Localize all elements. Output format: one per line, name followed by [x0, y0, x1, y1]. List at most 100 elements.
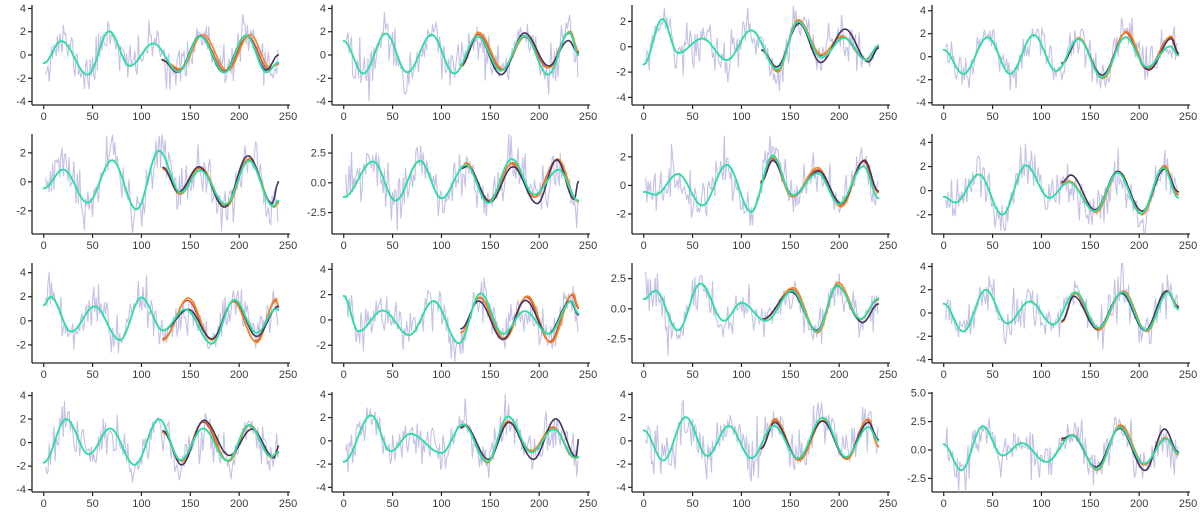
- series-smoothed-signal: [342, 292, 580, 345]
- series-smoothed-signal: [642, 154, 880, 213]
- subplot-r2c1: -2 0 2 0 50 100 150 200 250: [0, 129, 300, 258]
- subplot-r4c2: -4 -2 0 2 4 0 50 100 150 200 250: [300, 387, 600, 516]
- svg-text:150: 150: [1081, 240, 1099, 252]
- svg-text:-2: -2: [916, 331, 926, 343]
- svg-text:2: 2: [320, 26, 326, 38]
- svg-text:150: 150: [781, 240, 799, 252]
- series-smoothed-signal: [642, 282, 880, 333]
- svg-text:0: 0: [20, 176, 26, 188]
- svg-text:150: 150: [481, 369, 499, 381]
- svg-text:4: 4: [20, 390, 26, 402]
- plot-canvas-r1c1: -4 -2 0 2 4 0 50 100 150 200 250: [16, 3, 297, 123]
- svg-text:0: 0: [641, 240, 647, 252]
- svg-text:2.5: 2.5: [611, 273, 626, 285]
- x-axis-ticks: 0 50 100 150 200 250: [941, 363, 1197, 381]
- x-axis-ticks: 0 50 100 150 200 250: [941, 105, 1197, 123]
- y-axis-ticks: -2 0 2 4: [16, 267, 32, 351]
- svg-text:150: 150: [781, 111, 799, 123]
- svg-text:0: 0: [920, 185, 926, 197]
- series-observed-noisy: [345, 134, 579, 231]
- svg-text:50: 50: [686, 240, 698, 252]
- series-smoothed-signal: [342, 158, 580, 204]
- subplot-r4c4: -2.5 0.0 2.5 5.0 0 50 100 150 200 250: [900, 387, 1200, 516]
- svg-text:250: 250: [579, 498, 597, 510]
- y-axis-ticks: -4 -2 0 2 4: [16, 3, 32, 108]
- svg-text:250: 250: [579, 111, 597, 123]
- svg-text:200: 200: [530, 369, 548, 381]
- svg-text:200: 200: [230, 498, 248, 510]
- svg-text:50: 50: [686, 369, 698, 381]
- svg-text:-4: -4: [16, 96, 26, 108]
- svg-text:250: 250: [879, 369, 897, 381]
- svg-text:2: 2: [620, 412, 626, 424]
- svg-text:0: 0: [920, 51, 926, 63]
- svg-text:250: 250: [1179, 369, 1197, 381]
- svg-text:0: 0: [620, 435, 626, 447]
- series-smoothed-signal: [642, 18, 880, 71]
- svg-text:50: 50: [386, 498, 398, 510]
- series-observed-noisy: [645, 399, 879, 482]
- axes: [931, 5, 1190, 106]
- x-axis-ticks: 0 50 100 150 200 250: [41, 492, 297, 510]
- series-observed-noisy: [645, 271, 879, 356]
- svg-text:250: 250: [879, 111, 897, 123]
- subplot-r4c3: -4 -2 0 2 4 0 50 100 150 200 250: [600, 387, 900, 516]
- y-axis-ticks: -4 -2 0 2 4: [316, 3, 332, 108]
- series-observed-noisy: [645, 135, 879, 226]
- subplot-r2c3: -2 0 2 0 50 100 150 200 250: [600, 129, 900, 258]
- axes: [631, 263, 890, 364]
- svg-text:250: 250: [1179, 111, 1197, 123]
- svg-text:-2: -2: [316, 459, 326, 471]
- svg-text:250: 250: [1179, 498, 1197, 510]
- axes: [331, 263, 590, 364]
- x-axis-ticks: 0 50 100 150 200 250: [41, 234, 297, 252]
- svg-text:150: 150: [181, 369, 199, 381]
- plot-canvas-r3c4: -4 -2 0 2 4 0 50 100 150 200 250: [916, 261, 1197, 381]
- y-axis-ticks: -4 -2 0 2: [616, 16, 632, 104]
- svg-text:250: 250: [279, 369, 297, 381]
- svg-text:2: 2: [920, 161, 926, 173]
- axes: [631, 134, 890, 235]
- svg-text:150: 150: [181, 498, 199, 510]
- svg-text:100: 100: [732, 369, 750, 381]
- svg-text:0: 0: [620, 41, 626, 53]
- svg-text:50: 50: [686, 111, 698, 123]
- svg-text:200: 200: [230, 111, 248, 123]
- svg-text:0: 0: [641, 498, 647, 510]
- svg-text:100: 100: [732, 498, 750, 510]
- svg-text:100: 100: [132, 240, 150, 252]
- svg-text:200: 200: [530, 111, 548, 123]
- svg-text:-4: -4: [916, 97, 926, 109]
- svg-text:100: 100: [432, 369, 450, 381]
- svg-text:4: 4: [920, 137, 926, 149]
- svg-text:0: 0: [341, 369, 347, 381]
- plot-canvas-r4c1: -4 -2 0 2 4 0 50 100 150 200 250: [16, 390, 297, 510]
- svg-text:250: 250: [279, 240, 297, 252]
- x-axis-ticks: 0 50 100 150 200 250: [641, 363, 897, 381]
- y-axis-ticks: -4 -2 0 2 4: [916, 261, 932, 366]
- svg-text:-2: -2: [916, 74, 926, 86]
- svg-text:150: 150: [1081, 111, 1099, 123]
- svg-text:-2: -2: [16, 339, 26, 351]
- svg-text:-4: -4: [16, 484, 26, 496]
- svg-text:50: 50: [986, 498, 998, 510]
- svg-text:0: 0: [41, 369, 47, 381]
- x-axis-ticks: 0 50 100 150 200 250: [641, 234, 897, 252]
- svg-text:2: 2: [20, 147, 26, 159]
- svg-text:5.0: 5.0: [911, 388, 926, 400]
- svg-text:-4: -4: [316, 96, 326, 108]
- svg-text:2.5: 2.5: [911, 416, 926, 428]
- svg-text:4: 4: [320, 264, 326, 276]
- series-forecast-purple: [1061, 168, 1180, 212]
- svg-text:-2: -2: [316, 340, 326, 352]
- svg-text:-2.5: -2.5: [307, 207, 326, 219]
- subplot-r1c3: -4 -2 0 2 0 50 100 150 200 250: [600, 0, 900, 129]
- svg-text:50: 50: [86, 240, 98, 252]
- svg-text:150: 150: [481, 240, 499, 252]
- svg-text:100: 100: [432, 498, 450, 510]
- plot-canvas-r2c1: -2 0 2 0 50 100 150 200 250: [16, 134, 297, 252]
- svg-text:-2: -2: [616, 67, 626, 79]
- svg-text:50: 50: [386, 369, 398, 381]
- axes: [931, 134, 1190, 235]
